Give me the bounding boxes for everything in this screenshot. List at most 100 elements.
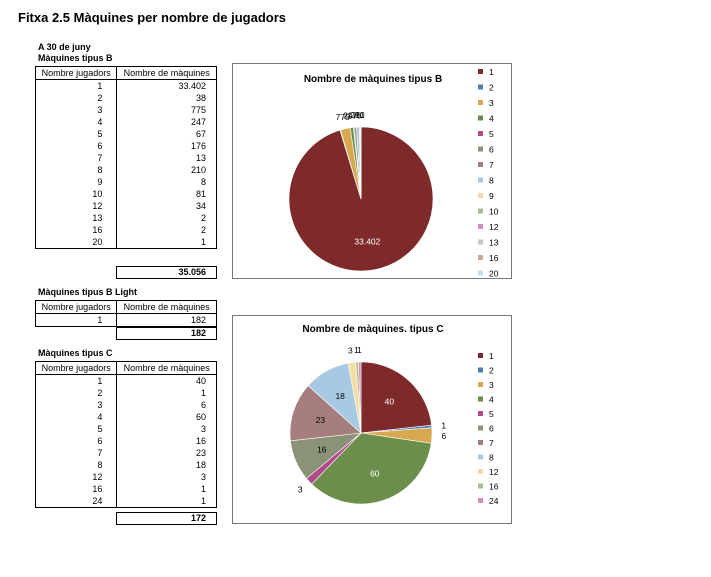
legend-label: 4 [489,114,494,124]
data-label: 16 [317,445,327,455]
players-cell: 4 [34,411,118,423]
chart-b-area: Nombre de màquines tipus B 33.402 775 247 17… [232,63,512,279]
table-row: 1 40 [34,374,217,387]
legend-swatch [478,208,483,214]
legend-label: 3 [489,98,494,108]
legend-swatch [478,353,483,358]
players-cell: 20 [34,236,118,249]
machines-cell: 176 [116,140,217,152]
legend-swatch [478,382,483,387]
machines-cell: 210 [116,164,217,176]
legend-label: 13 [489,238,499,248]
data-label: 81 [355,110,365,120]
players-cell: 24 [34,495,118,508]
pie-slice-7 [289,385,362,442]
header-players: Nombre jugadors [34,66,118,80]
data-label: 1 [354,345,359,355]
legend-label: 12 [489,467,499,477]
legend-swatch [478,162,483,167]
machines-cell: 1 [116,495,217,508]
page-title: Fitxa 2.5 Màquines per nombre de jugador… [18,10,287,25]
legend-label: 1 [489,351,494,361]
table-c-total: 172 [116,512,217,525]
players-cell: 9 [34,176,118,188]
legend-swatch [478,255,483,260]
machines-cell: 40 [116,374,217,387]
legend-label: 5 [489,129,494,139]
legend-label: 6 [489,424,494,434]
table-row: 16 1 [34,483,217,495]
legend-swatch [478,146,483,152]
date-label: A 30 de juny [38,42,91,52]
legend-swatch [478,469,483,474]
legend-label: 7 [489,438,494,448]
machines-cell: 775 [116,104,217,116]
machines-cell: 1 [116,236,217,249]
players-cell: 1 [34,374,118,387]
players-cell: 2 [34,92,118,104]
legend-swatch [478,498,483,503]
machines-cell: 6 [116,399,217,411]
pie-slice-4 [311,432,432,505]
table-b: Nombre jugadors Nombre de màquines 1 33.4… [34,66,217,249]
data-label: 40 [385,396,395,406]
pie-slice-24 [358,361,362,434]
legend-swatch [478,425,483,431]
machines-cell: 16 [116,435,217,447]
machines-cell: 34 [116,200,217,212]
table-row: 13 2 [34,212,217,224]
machines-cell: 67 [116,128,217,140]
table-row: 4 247 [34,116,217,128]
table-b-label: Màquines tipus B [38,53,113,63]
data-label: 210 [350,110,364,120]
players-cell: 4 [34,116,118,128]
data-label: 33.402 [354,237,380,247]
machines-cell: 1 [116,387,217,399]
table-row: 10 81 [34,188,217,200]
table-row: 8 18 [34,459,217,471]
legend-label: 8 [489,176,494,186]
table-row: 7 13 [34,152,217,164]
legend-label: 16 [489,253,499,263]
legend-label: 6 [489,145,494,155]
machines-cell: 1 [116,483,217,495]
machines-cell: 182 [116,313,217,327]
table-c: Nombre jugadors Nombre de màquines 1 40 2 1… [34,361,217,508]
legend-swatch [478,100,483,105]
legend-swatch [478,131,483,136]
legend-label: 20 [489,269,499,279]
legend-label: 1 [489,67,494,77]
players-cell: 13 [34,212,118,224]
data-label: 23 [316,415,326,425]
players-cell: 12 [34,471,118,483]
chart-title: Nombre de màquines. tipus C [302,324,443,335]
chart-title: Nombre de màquines tipus B [304,74,442,85]
players-cell: 16 [34,483,118,495]
table-row: 7 23 [34,447,217,459]
players-cell: 6 [34,435,118,447]
data-label: 247 [343,111,357,121]
machines-cell: 33.402 [116,79,217,92]
header-players: Nombre jugadors [34,361,118,375]
players-cell: 3 [34,104,118,116]
machines-cell: 247 [116,116,217,128]
table-row: 4 60 [34,411,217,423]
machines-cell: 2 [116,224,217,236]
legend-label: 4 [489,395,494,405]
chart-b-pie: Nombre de màquines tipus B33.40277524717… [288,67,499,279]
table-row: 3 775 [34,104,217,116]
legend-swatch [478,270,483,276]
players-cell: 6 [34,140,118,152]
players-cell: 2 [34,387,118,399]
machines-cell: 23 [116,447,217,459]
legend-swatch [478,239,483,245]
data-label: 3 [298,485,303,495]
data-label: 1 [441,420,446,430]
players-cell: 8 [34,164,118,176]
legend-swatch [478,69,483,74]
header-players: Nombre jugadors [34,300,118,314]
players-cell: 1 [34,313,118,327]
legend-swatch [478,483,483,489]
table-row: 16 2 [34,224,217,236]
